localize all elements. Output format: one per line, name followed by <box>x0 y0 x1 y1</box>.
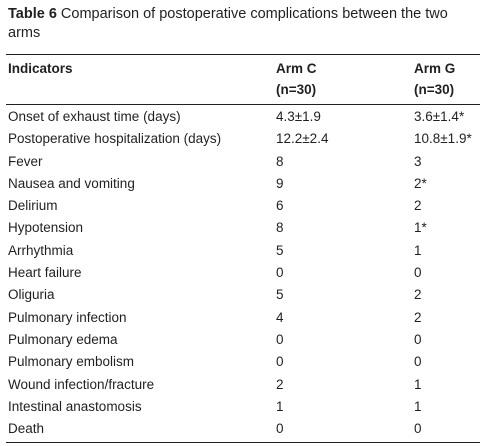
arm-c-cell: 5 <box>276 242 284 258</box>
arm-c-cell: 12.2±2.4 <box>276 131 329 147</box>
table-row: Oliguria 5 2 <box>0 284 484 306</box>
table-number: Table 6 <box>8 6 57 22</box>
arm-g-cell: 2 <box>414 287 422 303</box>
arm-c-cell: 8 <box>276 153 284 169</box>
indicator-cell: Death <box>8 421 45 437</box>
arm-c-cell: 2 <box>276 376 284 392</box>
indicator-cell: Arrhythmia <box>8 242 74 258</box>
arm-c-cell: 6 <box>276 198 284 214</box>
table-row: Wound infection/fracture 2 1 <box>0 374 484 396</box>
bottom-rule <box>6 442 480 443</box>
table-caption: Table 6 Comparison of postoperative comp… <box>8 5 480 43</box>
indicator-cell: Nausea and vomiting <box>8 175 135 191</box>
arm-g-cell: 3.6±1.4* <box>414 109 465 124</box>
arm-g-cell: 10.8±1.9* <box>414 131 472 147</box>
table-body: Onset of exhaust time (days) 4.3±1.9 3.6±1… <box>0 106 484 440</box>
header-indicators: Indicators <box>8 61 73 76</box>
arm-c-cell: 4.3±1.9 <box>276 109 321 124</box>
table-row: Death 0 0 <box>0 418 484 440</box>
arm-g-cell: 0 <box>414 331 422 347</box>
table-row: Delirium 6 2 <box>0 195 484 217</box>
arm-g-cell: 1* <box>414 220 427 236</box>
arm-c-cell: 0 <box>276 265 284 281</box>
indicator-cell: Pulmonary embolism <box>8 354 135 370</box>
table-row: Arrhythmia 5 1 <box>0 240 484 262</box>
arm-g-cell: 2 <box>414 198 422 214</box>
arm-g-cell: 3 <box>414 153 422 169</box>
table-row: Nausea and vomiting 9 2* <box>0 173 484 195</box>
indicator-cell: Hypotension <box>8 220 84 236</box>
table-row: Heart failure 0 0 <box>0 262 484 284</box>
header-rule <box>6 104 480 105</box>
header-arm-c: Arm C <box>276 61 317 76</box>
arm-g-cell: 0 <box>414 265 422 281</box>
table-title: Comparison of postoperative complication… <box>8 6 448 41</box>
table-row: Hypotension 8 1* <box>0 217 484 239</box>
table-row: Pulmonary infection 4 2 <box>0 307 484 329</box>
arm-g-cell: 2 <box>414 309 422 325</box>
indicator-cell: Delirium <box>8 198 58 214</box>
indicator-cell: Pulmonary infection <box>8 309 127 325</box>
table-row: Intestinal anastomosis 1 1 <box>0 396 484 418</box>
header-arm-g-n: (n=30) <box>414 82 455 97</box>
arm-g-cell: 0 <box>414 354 422 370</box>
table-row: Pulmonary embolism 0 0 <box>0 351 484 373</box>
arm-c-cell: 0 <box>276 354 284 370</box>
header-arm-g: Arm G <box>414 61 456 76</box>
indicator-cell: Heart failure <box>8 265 82 281</box>
arm-g-cell: 0 <box>414 421 422 437</box>
indicator-cell: Postoperative hospitalization (days) <box>8 131 222 147</box>
indicator-cell: Fever <box>8 153 43 169</box>
arm-c-cell: 8 <box>276 220 284 236</box>
arm-g-cell: 1 <box>414 242 422 258</box>
table-row: Postoperative hospitalization (days) 12.2… <box>0 128 484 150</box>
indicator-cell: Onset of exhaust time (days) <box>8 109 181 124</box>
header-arm-c-n: (n=30) <box>276 82 317 97</box>
arm-c-cell: 4 <box>276 309 284 325</box>
indicator-cell: Intestinal anastomosis <box>8 398 142 414</box>
arm-g-cell: 1 <box>414 376 422 392</box>
arm-g-cell: 1 <box>414 398 422 414</box>
indicator-cell: Wound infection/fracture <box>8 376 155 392</box>
arm-c-cell: 5 <box>276 287 284 303</box>
table-row: Onset of exhaust time (days) 4.3±1.9 3.6±1… <box>0 106 484 128</box>
indicator-cell: Oliguria <box>8 287 55 303</box>
table-row: Pulmonary edema 0 0 <box>0 329 484 351</box>
table-row: Fever 8 3 <box>0 151 484 173</box>
arm-g-cell: 2* <box>414 175 427 191</box>
top-rule <box>6 54 480 56</box>
arm-c-cell: 0 <box>276 331 284 347</box>
arm-c-cell: 1 <box>276 398 284 414</box>
arm-c-cell: 9 <box>276 175 284 191</box>
arm-c-cell: 0 <box>276 421 284 437</box>
indicator-cell: Pulmonary edema <box>8 331 118 347</box>
